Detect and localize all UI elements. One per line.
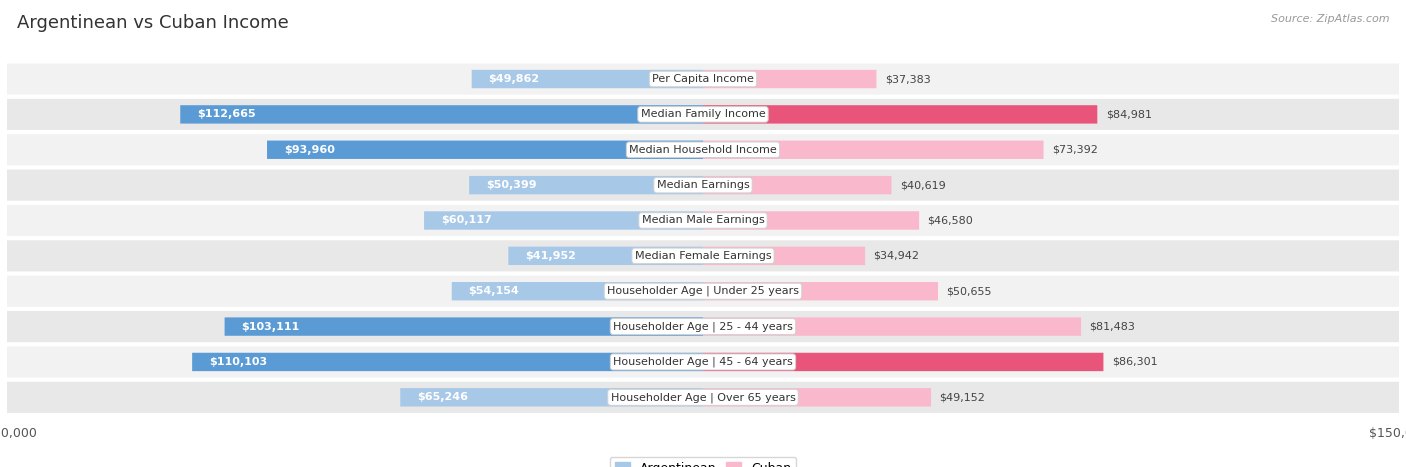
Text: Argentinean vs Cuban Income: Argentinean vs Cuban Income (17, 14, 288, 32)
FancyBboxPatch shape (703, 318, 1081, 336)
Text: $84,981: $84,981 (1105, 109, 1152, 120)
Text: $112,665: $112,665 (197, 109, 256, 120)
FancyBboxPatch shape (7, 382, 1399, 413)
Text: Householder Age | Under 25 years: Householder Age | Under 25 years (607, 286, 799, 297)
Text: Median Earnings: Median Earnings (657, 180, 749, 190)
Text: $50,399: $50,399 (486, 180, 537, 190)
FancyBboxPatch shape (267, 141, 703, 159)
Text: Householder Age | 25 - 44 years: Householder Age | 25 - 44 years (613, 321, 793, 332)
FancyBboxPatch shape (180, 105, 703, 124)
FancyBboxPatch shape (7, 276, 1399, 307)
FancyBboxPatch shape (703, 353, 1104, 371)
FancyBboxPatch shape (703, 141, 1043, 159)
FancyBboxPatch shape (703, 70, 876, 88)
FancyBboxPatch shape (7, 134, 1399, 165)
Text: $73,392: $73,392 (1052, 145, 1098, 155)
FancyBboxPatch shape (7, 170, 1399, 201)
Text: $40,619: $40,619 (900, 180, 946, 190)
Legend: Argentinean, Cuban: Argentinean, Cuban (610, 457, 796, 467)
Text: Median Male Earnings: Median Male Earnings (641, 215, 765, 226)
FancyBboxPatch shape (509, 247, 703, 265)
Text: $60,117: $60,117 (440, 215, 492, 226)
FancyBboxPatch shape (7, 99, 1399, 130)
Text: $103,111: $103,111 (242, 322, 299, 332)
Text: Median Female Earnings: Median Female Earnings (634, 251, 772, 261)
FancyBboxPatch shape (401, 388, 703, 406)
Text: $65,246: $65,246 (418, 392, 468, 402)
Text: $46,580: $46,580 (928, 215, 973, 226)
FancyBboxPatch shape (7, 347, 1399, 377)
FancyBboxPatch shape (703, 247, 865, 265)
Text: $41,952: $41,952 (524, 251, 576, 261)
Text: Source: ZipAtlas.com: Source: ZipAtlas.com (1271, 14, 1389, 24)
FancyBboxPatch shape (7, 64, 1399, 95)
FancyBboxPatch shape (193, 353, 703, 371)
Text: $49,152: $49,152 (939, 392, 986, 402)
FancyBboxPatch shape (7, 311, 1399, 342)
Text: Median Household Income: Median Household Income (628, 145, 778, 155)
FancyBboxPatch shape (7, 241, 1399, 271)
Text: Householder Age | 45 - 64 years: Householder Age | 45 - 64 years (613, 357, 793, 367)
FancyBboxPatch shape (7, 205, 1399, 236)
FancyBboxPatch shape (470, 176, 703, 194)
Text: $81,483: $81,483 (1090, 322, 1135, 332)
Text: $54,154: $54,154 (468, 286, 519, 296)
FancyBboxPatch shape (425, 211, 703, 230)
FancyBboxPatch shape (703, 211, 920, 230)
Text: $37,383: $37,383 (884, 74, 931, 84)
FancyBboxPatch shape (225, 318, 703, 336)
FancyBboxPatch shape (703, 282, 938, 300)
Text: $49,862: $49,862 (488, 74, 540, 84)
Text: Householder Age | Over 65 years: Householder Age | Over 65 years (610, 392, 796, 403)
Text: $86,301: $86,301 (1112, 357, 1157, 367)
Text: $110,103: $110,103 (209, 357, 267, 367)
Text: Median Family Income: Median Family Income (641, 109, 765, 120)
FancyBboxPatch shape (703, 105, 1097, 124)
FancyBboxPatch shape (703, 388, 931, 406)
Text: $93,960: $93,960 (284, 145, 335, 155)
FancyBboxPatch shape (471, 70, 703, 88)
FancyBboxPatch shape (703, 176, 891, 194)
Text: $50,655: $50,655 (946, 286, 991, 296)
FancyBboxPatch shape (451, 282, 703, 300)
Text: Per Capita Income: Per Capita Income (652, 74, 754, 84)
Text: $34,942: $34,942 (873, 251, 920, 261)
